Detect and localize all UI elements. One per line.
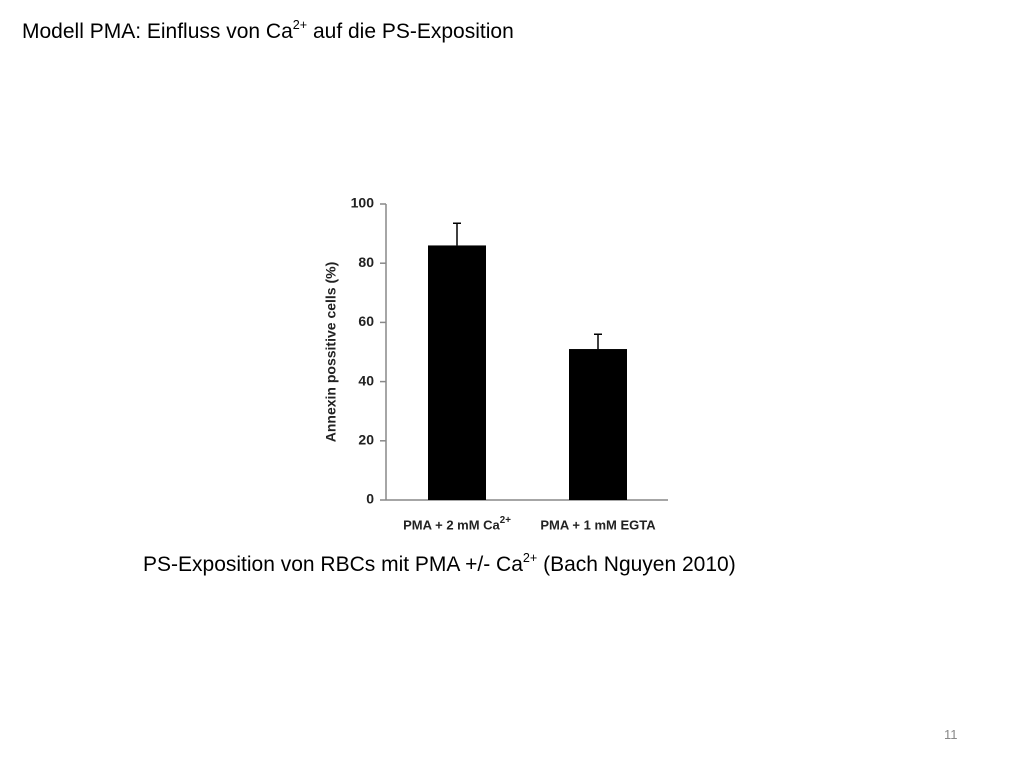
y-axis-label: Annexin possitive cells (%)	[323, 262, 339, 443]
y-tick-label: 80	[358, 254, 374, 270]
y-tick-label: 20	[358, 432, 374, 448]
y-tick-label: 60	[358, 313, 374, 329]
slide-title: Modell PMA: Einfluss von Ca2+ auf die PS…	[22, 18, 514, 43]
y-tick-label: 40	[358, 372, 374, 388]
bar	[428, 245, 486, 500]
bar	[569, 349, 627, 500]
y-tick-label: 0	[366, 491, 374, 507]
x-tick-label: PMA + 2 mM Ca2+	[403, 515, 511, 532]
x-tick-label: PMA + 1 mM EGTA	[540, 517, 656, 532]
page-number: 11	[944, 727, 958, 742]
y-tick-label: 100	[351, 195, 375, 211]
caption: PS-Exposition von RBCs mit PMA +/- Ca2+ …	[143, 551, 736, 576]
